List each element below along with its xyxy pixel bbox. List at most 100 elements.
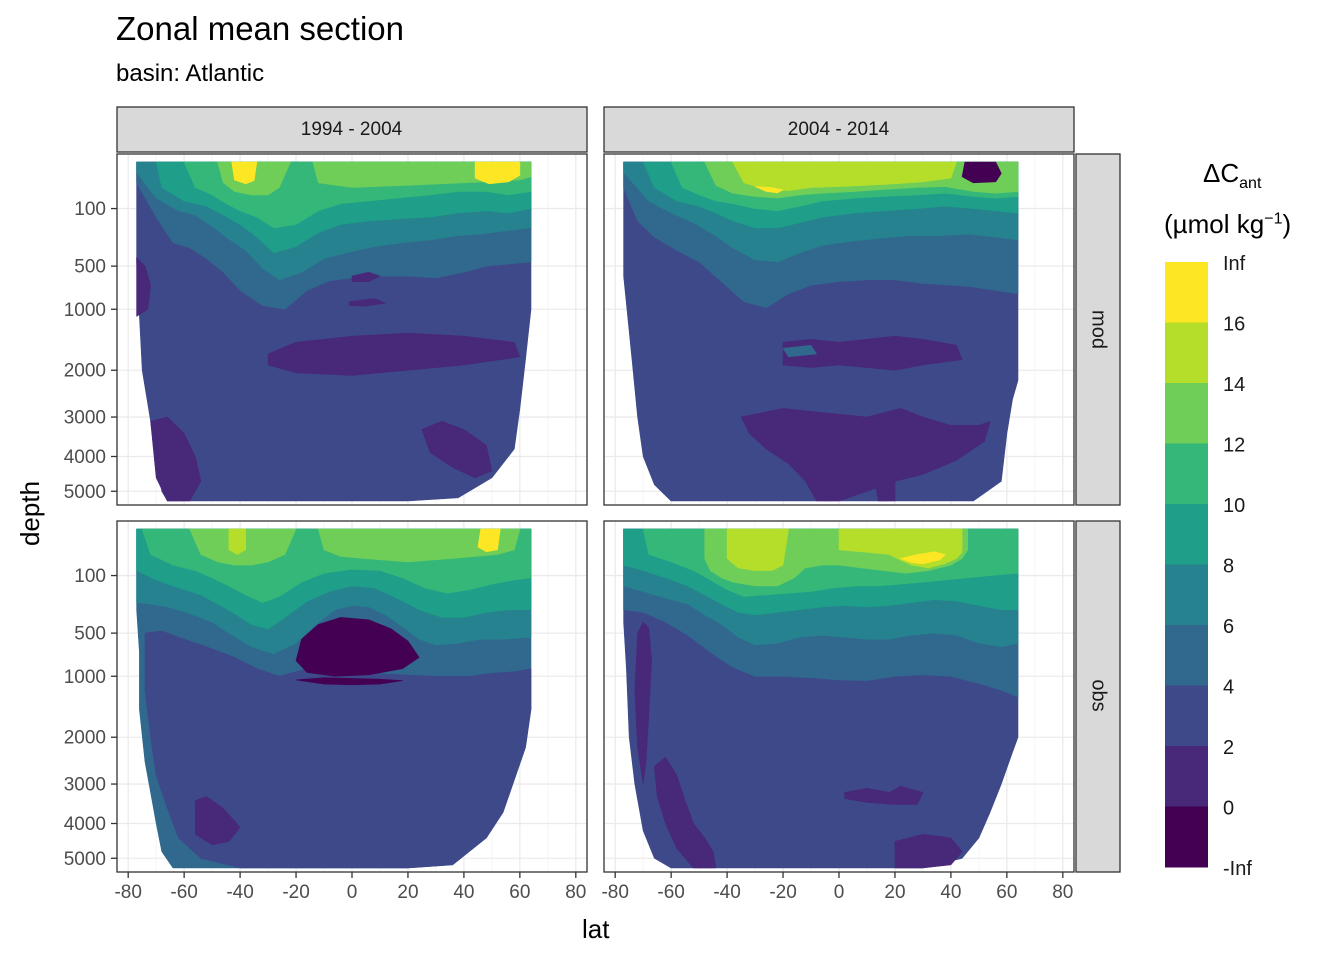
legend-unit-exponent: −1: [1264, 210, 1283, 228]
y-tick-label: 4000: [64, 814, 106, 835]
contour-region-level-9: [474, 161, 521, 185]
legend-color-swatch: [1165, 322, 1208, 384]
contour-region-level-8: [228, 528, 246, 555]
y-axis-title: depth: [15, 480, 46, 547]
contour-region-level-1: [782, 335, 963, 371]
contour-region-level-1: [634, 621, 652, 785]
legend-break-label: 14: [1223, 374, 1245, 396]
contour-region-level-7: [318, 528, 521, 563]
facet-strip-label-row2: obs: [1087, 679, 1110, 712]
x-tick-label: 40: [453, 882, 474, 903]
legend-title: ΔCant: [1203, 158, 1261, 193]
contour-region-level-1: [267, 332, 521, 376]
y-tick-label: 500: [74, 257, 106, 278]
contour-region-level-1: [894, 833, 963, 869]
y-tick-label: 5000: [64, 849, 106, 870]
contour-region-level-0: [961, 161, 1002, 184]
contour-region-level-9: [900, 551, 946, 565]
contour-region-level-1: [136, 257, 151, 317]
legend-color-swatch: [1165, 504, 1208, 565]
x-tick-label: -60: [657, 882, 684, 903]
y-tick-label: 3000: [64, 775, 106, 796]
panel-border: [116, 153, 588, 506]
legend-title-subscript: ant: [1239, 175, 1262, 193]
contour-region-level-9: [754, 186, 784, 194]
contour-region-level-1: [348, 298, 386, 307]
legend-break-label: 2: [1223, 737, 1234, 759]
legend-color-swatch: [1165, 806, 1208, 868]
legend-break-label: 8: [1223, 556, 1234, 578]
legend-break-label: 12: [1223, 435, 1245, 457]
contour-region-level-0: [295, 677, 403, 686]
contour-region-level-0: [295, 617, 420, 677]
facet-strip-row1: [1075, 153, 1121, 506]
x-tick-label: -20: [282, 882, 309, 903]
contour-region-level-1: [351, 271, 381, 282]
legend-unit: (µmol kg−1): [1164, 209, 1291, 240]
facet-strip-col2: [603, 106, 1075, 153]
facet-strip-col1: [116, 106, 588, 153]
contour-region-level-3: [782, 344, 817, 358]
y-tick-label: 3000: [64, 408, 106, 429]
legend-break-label: -Inf: [1223, 858, 1252, 880]
contour-region-level-1: [195, 796, 241, 846]
x-tick-label: -80: [114, 882, 141, 903]
x-tick-label: -40: [713, 882, 740, 903]
chart-subtitle: basin: Atlantic: [116, 60, 265, 87]
legend-color-swatch: [1165, 262, 1208, 323]
legend-break-label: 6: [1223, 616, 1234, 638]
facet-strip-label-col1: 1994 - 2004: [300, 119, 403, 140]
x-tick-label: 40: [940, 882, 961, 903]
contour-region-level-8: [726, 528, 789, 571]
legend-color-swatch: [1165, 564, 1208, 626]
x-tick-label: 80: [565, 882, 586, 903]
panel-border: [603, 153, 1075, 506]
legend-break-label: 10: [1223, 495, 1245, 517]
legend-break-label: 4: [1223, 677, 1234, 699]
legend-color-swatch: [1165, 746, 1208, 807]
contour-region-level-9: [231, 161, 258, 185]
y-tick-label: 5000: [64, 482, 106, 503]
contour-region-level-1: [654, 756, 717, 869]
facet-panels: 1005001000200030004000500010050010002000…: [64, 106, 1121, 903]
contour-fill-group: [623, 528, 1019, 869]
x-tick-label: -40: [226, 882, 253, 903]
contour-region-level-1: [150, 416, 202, 502]
x-tick-label: 60: [509, 882, 530, 903]
legend-break-label: 16: [1223, 314, 1245, 336]
facet-strip-row2: [1075, 520, 1121, 873]
y-tick-label: 2000: [64, 361, 106, 382]
legend-break-label: Inf: [1223, 253, 1246, 275]
facet-strip-label-col2: 2004 - 2014: [787, 119, 890, 140]
facet-panel-mod-1: [116, 153, 588, 506]
y-tick-label: 4000: [64, 447, 106, 468]
contour-region-level-1: [844, 785, 924, 805]
legend-color-swatch: [1165, 383, 1208, 444]
contour-region-level-1: [740, 408, 991, 502]
y-tick-label: 2000: [64, 728, 106, 749]
legend-break-label: 0: [1223, 798, 1234, 820]
facet-panel-mod-2: [603, 153, 1075, 506]
contour-fill-group: [136, 161, 532, 502]
legend-unit-suffix: ): [1282, 209, 1292, 239]
contour-region-level-1: [872, 420, 896, 502]
x-tick-label: 60: [996, 882, 1017, 903]
contour-region-level-2: [144, 630, 532, 869]
x-tick-label: -80: [601, 882, 628, 903]
y-tick-label: 100: [74, 566, 106, 587]
legend-color-swatch: [1165, 443, 1208, 505]
y-tick-label: 1000: [64, 667, 106, 688]
y-tick-label: 500: [74, 624, 106, 645]
legend-title-main: ΔC: [1203, 158, 1240, 188]
x-tick-label: 0: [834, 882, 845, 903]
y-tick-label: 1000: [64, 300, 106, 321]
y-tick-label: 100: [74, 199, 106, 220]
contour-fill-group: [623, 161, 1019, 502]
chart-title: Zonal mean section: [116, 10, 404, 47]
x-tick-label: -60: [170, 882, 197, 903]
x-tick-label: 80: [1052, 882, 1073, 903]
contour-region-level-1: [421, 420, 493, 479]
contour-fill-group: [136, 528, 532, 869]
x-axis-title: lat: [582, 914, 610, 944]
x-tick-label: 0: [347, 882, 358, 903]
